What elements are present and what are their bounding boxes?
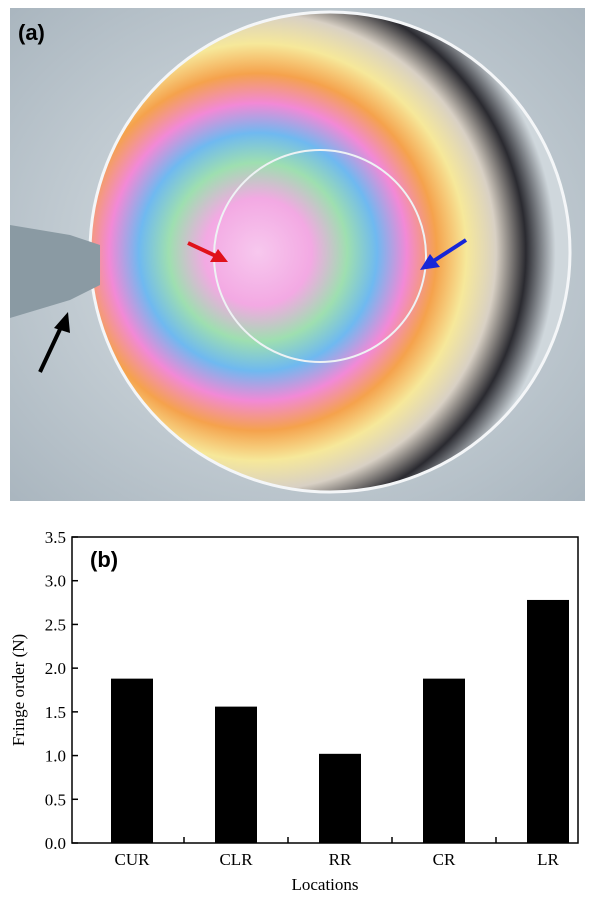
bar: [423, 679, 465, 843]
x-tick-label: LR: [537, 850, 559, 869]
x-axis-label: Locations: [291, 875, 358, 894]
y-tick-label: 0.0: [45, 834, 66, 853]
y-tick-label: 2.0: [45, 659, 66, 678]
y-tick-label: 3.0: [45, 572, 66, 591]
specimen-disk: [90, 12, 570, 492]
bar: [111, 679, 153, 843]
bar: [319, 754, 361, 843]
panel-label: (a): [18, 20, 45, 45]
x-tick-label: RR: [329, 850, 352, 869]
y-tick-label: 3.5: [45, 528, 66, 547]
photo: (a): [10, 8, 585, 501]
panel-label: (b): [90, 547, 118, 572]
figure: (a) (b) Locations Fringe order (N) 0.0 0.…: [0, 0, 594, 905]
x-tick-label: CUR: [115, 850, 151, 869]
y-axis-label: Fringe order (N): [9, 634, 28, 746]
x-tick-label: CR: [433, 850, 456, 869]
x-tick-label: CLR: [219, 850, 253, 869]
chart: (b) Locations Fringe order (N) 0.0 0.5 1.0…: [9, 528, 578, 894]
y-tick-label: 1.5: [45, 703, 66, 722]
bar: [527, 600, 569, 843]
y-tick-label: 1.0: [45, 747, 66, 766]
y-tick-label: 0.5: [45, 790, 66, 809]
bar: [215, 707, 257, 843]
y-tick-label: 2.5: [45, 615, 66, 634]
